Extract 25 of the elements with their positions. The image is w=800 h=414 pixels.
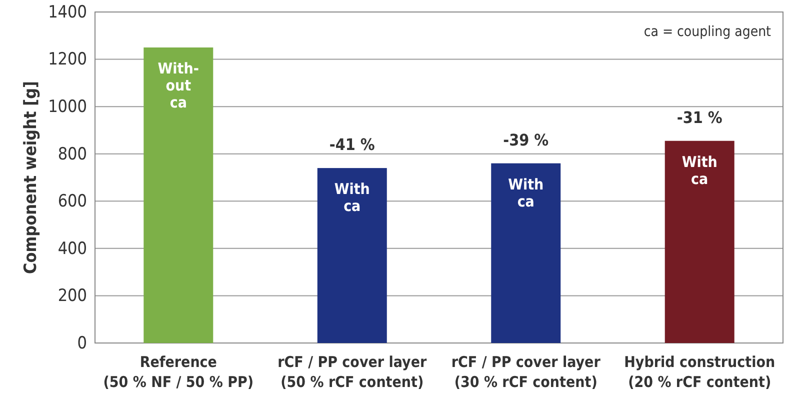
annotation: With ca: [682, 152, 718, 188]
annotation: With ca: [508, 175, 544, 210]
annotation: With- out ca: [158, 59, 199, 112]
bar: [144, 47, 214, 343]
x-tick-label: rCF / PP cover layer (50 % rCF content): [278, 353, 427, 391]
y-tick-label: 800: [58, 144, 87, 164]
annotation: With ca: [334, 180, 370, 216]
y-tick-label: 200: [58, 286, 87, 306]
annotation: -31 %: [676, 108, 722, 127]
x-tick-label: rCF / PP cover layer (30 % rCF content): [451, 353, 601, 391]
annotation: -41 %: [329, 135, 375, 154]
y-axis-title: Component weight [g]: [21, 80, 41, 274]
y-tick-label: 400: [58, 238, 87, 259]
y-tick-label: 1000: [48, 97, 87, 118]
bar: [317, 168, 387, 343]
x-tick-label: Reference (50 % NF / 50 % PP): [103, 353, 254, 391]
y-tick-label: 600: [58, 192, 87, 212]
bar: [664, 140, 734, 343]
y-tick-label: 1400: [48, 2, 87, 22]
bar: [491, 163, 561, 343]
annotation: -39 %: [503, 130, 549, 150]
y-tick-label: 0: [77, 333, 87, 354]
annotation: ca = coupling agent: [644, 24, 772, 40]
y-tick-label: 1200: [48, 50, 87, 70]
x-tick-label: Hybrid construction (20 % rCF content): [624, 353, 776, 391]
